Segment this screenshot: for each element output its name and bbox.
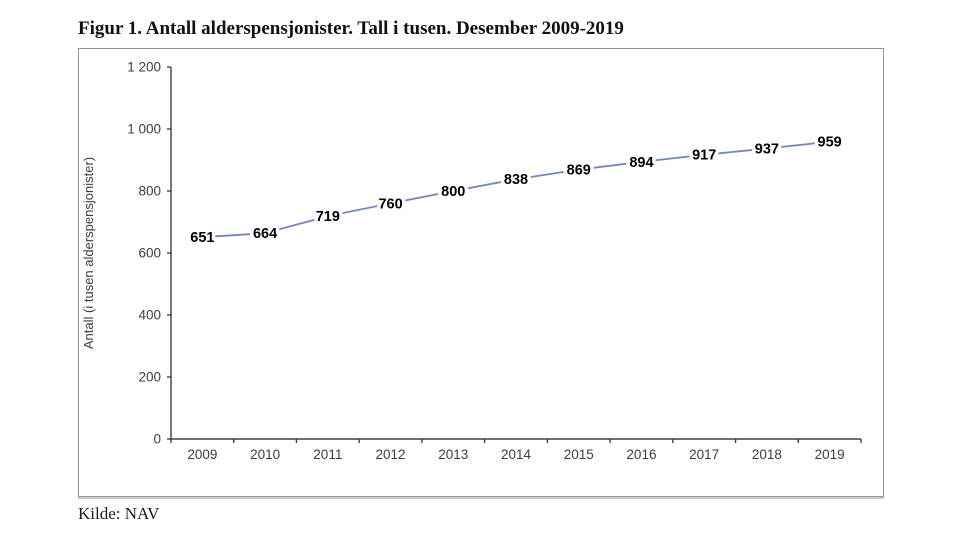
data-label: 719 [316, 209, 340, 225]
y-tick-label: 400 [138, 308, 161, 323]
data-label: 959 [818, 135, 842, 151]
x-tick-label: 2016 [626, 447, 656, 462]
data-label: 651 [190, 230, 214, 246]
x-tick-label: 2011 [313, 447, 342, 462]
x-tick-label: 2014 [501, 447, 532, 462]
data-label: 937 [755, 142, 779, 158]
x-tick-label: 2013 [438, 447, 468, 462]
data-label: 800 [441, 184, 465, 200]
x-tick-label: 2017 [689, 447, 719, 462]
y-axis-title: Antall (i tusen alderspensjonister) [81, 157, 96, 349]
data-label: 869 [567, 163, 591, 179]
data-line [202, 140, 830, 239]
data-label: 917 [692, 148, 716, 164]
x-tick-label: 2012 [376, 447, 406, 462]
data-label: 838 [504, 172, 528, 188]
chart-container: 0 200 400 600 800 1 000 1 200 2009 2010 2011 2012 2… [78, 48, 884, 497]
y-tick-label: 1 000 [127, 122, 161, 137]
line-chart-svg: 0 200 400 600 800 1 000 1 200 2009 2010 2011 2012 2… [81, 60, 862, 462]
x-tick-label: 2009 [187, 447, 217, 462]
x-tick-label: 2019 [815, 447, 845, 462]
y-tick-label: 0 [153, 432, 161, 447]
y-tick-label: 600 [138, 246, 161, 261]
y-tick-label: 1 200 [127, 60, 161, 75]
figure-title: Figur 1. Antall alderspensjonister. Tall… [78, 18, 624, 39]
x-tick-label: 2015 [564, 447, 594, 462]
data-label: 894 [629, 155, 653, 171]
source-note: Kilde: NAV [78, 504, 160, 523]
y-tick-label: 200 [138, 370, 161, 385]
y-tick-label: 800 [138, 184, 161, 199]
data-label: 664 [253, 226, 277, 242]
x-tick-label: 2018 [752, 447, 782, 462]
x-tick-label: 2010 [250, 447, 280, 462]
data-label: 760 [378, 196, 402, 212]
